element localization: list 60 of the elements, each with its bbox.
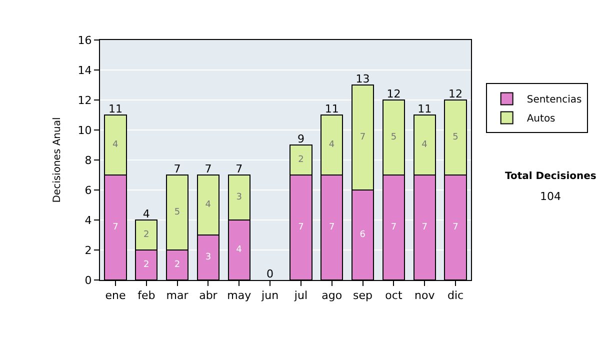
- x-tick-label: ene: [105, 289, 126, 302]
- legend-label: Autos: [526, 114, 556, 125]
- y-tick-label: 0: [84, 274, 92, 287]
- x-tick-label: jun: [260, 289, 279, 302]
- total-label: 7: [236, 162, 243, 176]
- data-label: 7: [390, 222, 397, 232]
- x-tick-label: oct: [385, 289, 403, 302]
- total-label: 7: [174, 162, 181, 176]
- data-label: 5: [174, 208, 180, 218]
- data-label: 3: [236, 192, 242, 202]
- data-label: 5: [390, 132, 397, 142]
- y-tick-label: 16: [78, 34, 92, 47]
- y-axis-title: Decisiones Anual: [52, 117, 63, 203]
- y-tick-label: 8: [84, 154, 92, 167]
- x-tick-label: sep: [353, 289, 373, 302]
- data-label: 4: [328, 140, 335, 150]
- data-label: 4: [236, 245, 242, 255]
- data-label: 2: [298, 155, 304, 165]
- data-label: 6: [360, 230, 366, 240]
- text: Total Decisiones: [505, 171, 596, 182]
- data-label: 2: [174, 260, 180, 270]
- x-tick-label: feb: [138, 289, 156, 302]
- total-label: 7: [204, 162, 212, 176]
- total-label: 12: [386, 87, 401, 100]
- y-tick-label: 4: [84, 214, 92, 227]
- data-label: 5: [452, 132, 458, 142]
- x-tick-label: ago: [322, 289, 342, 302]
- text: 104: [540, 190, 561, 203]
- data-label: 7: [112, 222, 118, 232]
- data-label: 7: [298, 222, 304, 232]
- total-label: 11: [418, 102, 432, 116]
- x-tick-label: may: [227, 289, 252, 302]
- data-label: 2: [144, 260, 150, 270]
- total-label: 4: [142, 207, 150, 220]
- total-label: 11: [324, 102, 339, 116]
- y-tick-label: 6: [84, 184, 92, 197]
- total-label: 0: [266, 267, 274, 280]
- data-label: 4: [205, 200, 212, 210]
- y-tick-label: 12: [78, 94, 92, 107]
- total-label: 13: [356, 72, 370, 86]
- x-tick-label: abr: [199, 289, 218, 302]
- legend-label: Sentencias: [526, 94, 582, 106]
- y-tick-label: 2: [84, 244, 92, 257]
- x-tick-label: nov: [414, 289, 436, 302]
- x-tick-label: jul: [293, 289, 308, 302]
- y-tick-label: 10: [78, 124, 92, 137]
- data-label: 2: [144, 230, 150, 240]
- total-label: 11: [108, 102, 122, 116]
- total-label: 12: [448, 87, 463, 100]
- x-tick-label: dic: [447, 289, 464, 302]
- data-label: 4: [422, 140, 428, 150]
- x-tick-label: mar: [166, 289, 189, 302]
- data-label: 7: [360, 132, 366, 142]
- data-label: 7: [329, 222, 335, 232]
- y-tick-label: 14: [78, 64, 92, 77]
- data-label: 3: [205, 252, 212, 262]
- data-label: 4: [112, 140, 118, 150]
- total-label: 9: [297, 132, 304, 146]
- data-label: 7: [452, 222, 458, 232]
- data-label: 7: [422, 222, 428, 232]
